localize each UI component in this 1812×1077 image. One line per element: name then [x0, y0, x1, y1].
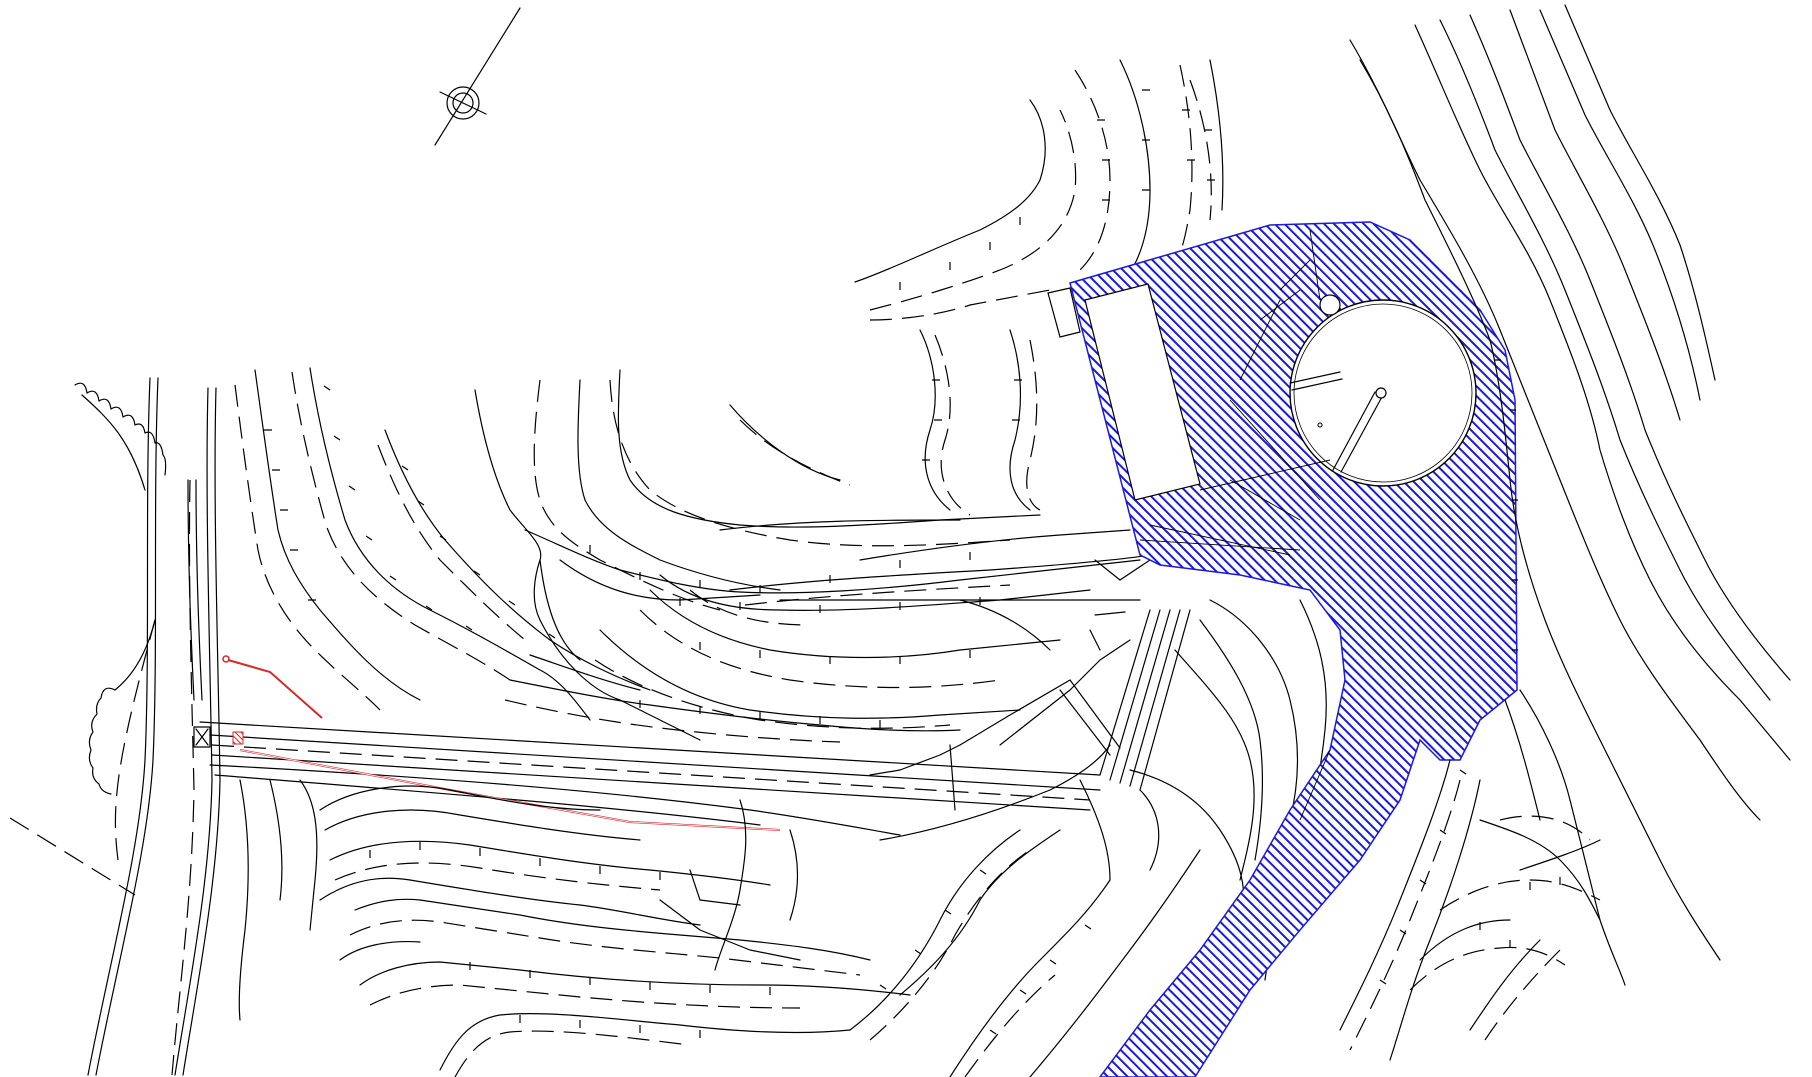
- reservoir-tank: [1289, 294, 1477, 487]
- building-footprint: [1047, 283, 1201, 501]
- terraces-lower-right: [1339, 759, 1601, 1061]
- north-arrow-icon: [434, 7, 521, 146]
- terraces-lower: [238, 599, 1327, 1077]
- left-retaining-wall: [9, 382, 167, 896]
- junction-structure: [193, 726, 244, 748]
- main-road-left: [87, 377, 221, 1076]
- slope-tick-marks: [264, 89, 1561, 1038]
- terraces-upper-center: [719, 59, 1224, 651]
- embankment-internal-lines: [1139, 229, 1331, 556]
- contours-right: [1349, 4, 1791, 986]
- access-road-central: [199, 509, 1201, 841]
- red-pipeline: [222, 655, 781, 831]
- terraces-upper-left: [234, 367, 1041, 741]
